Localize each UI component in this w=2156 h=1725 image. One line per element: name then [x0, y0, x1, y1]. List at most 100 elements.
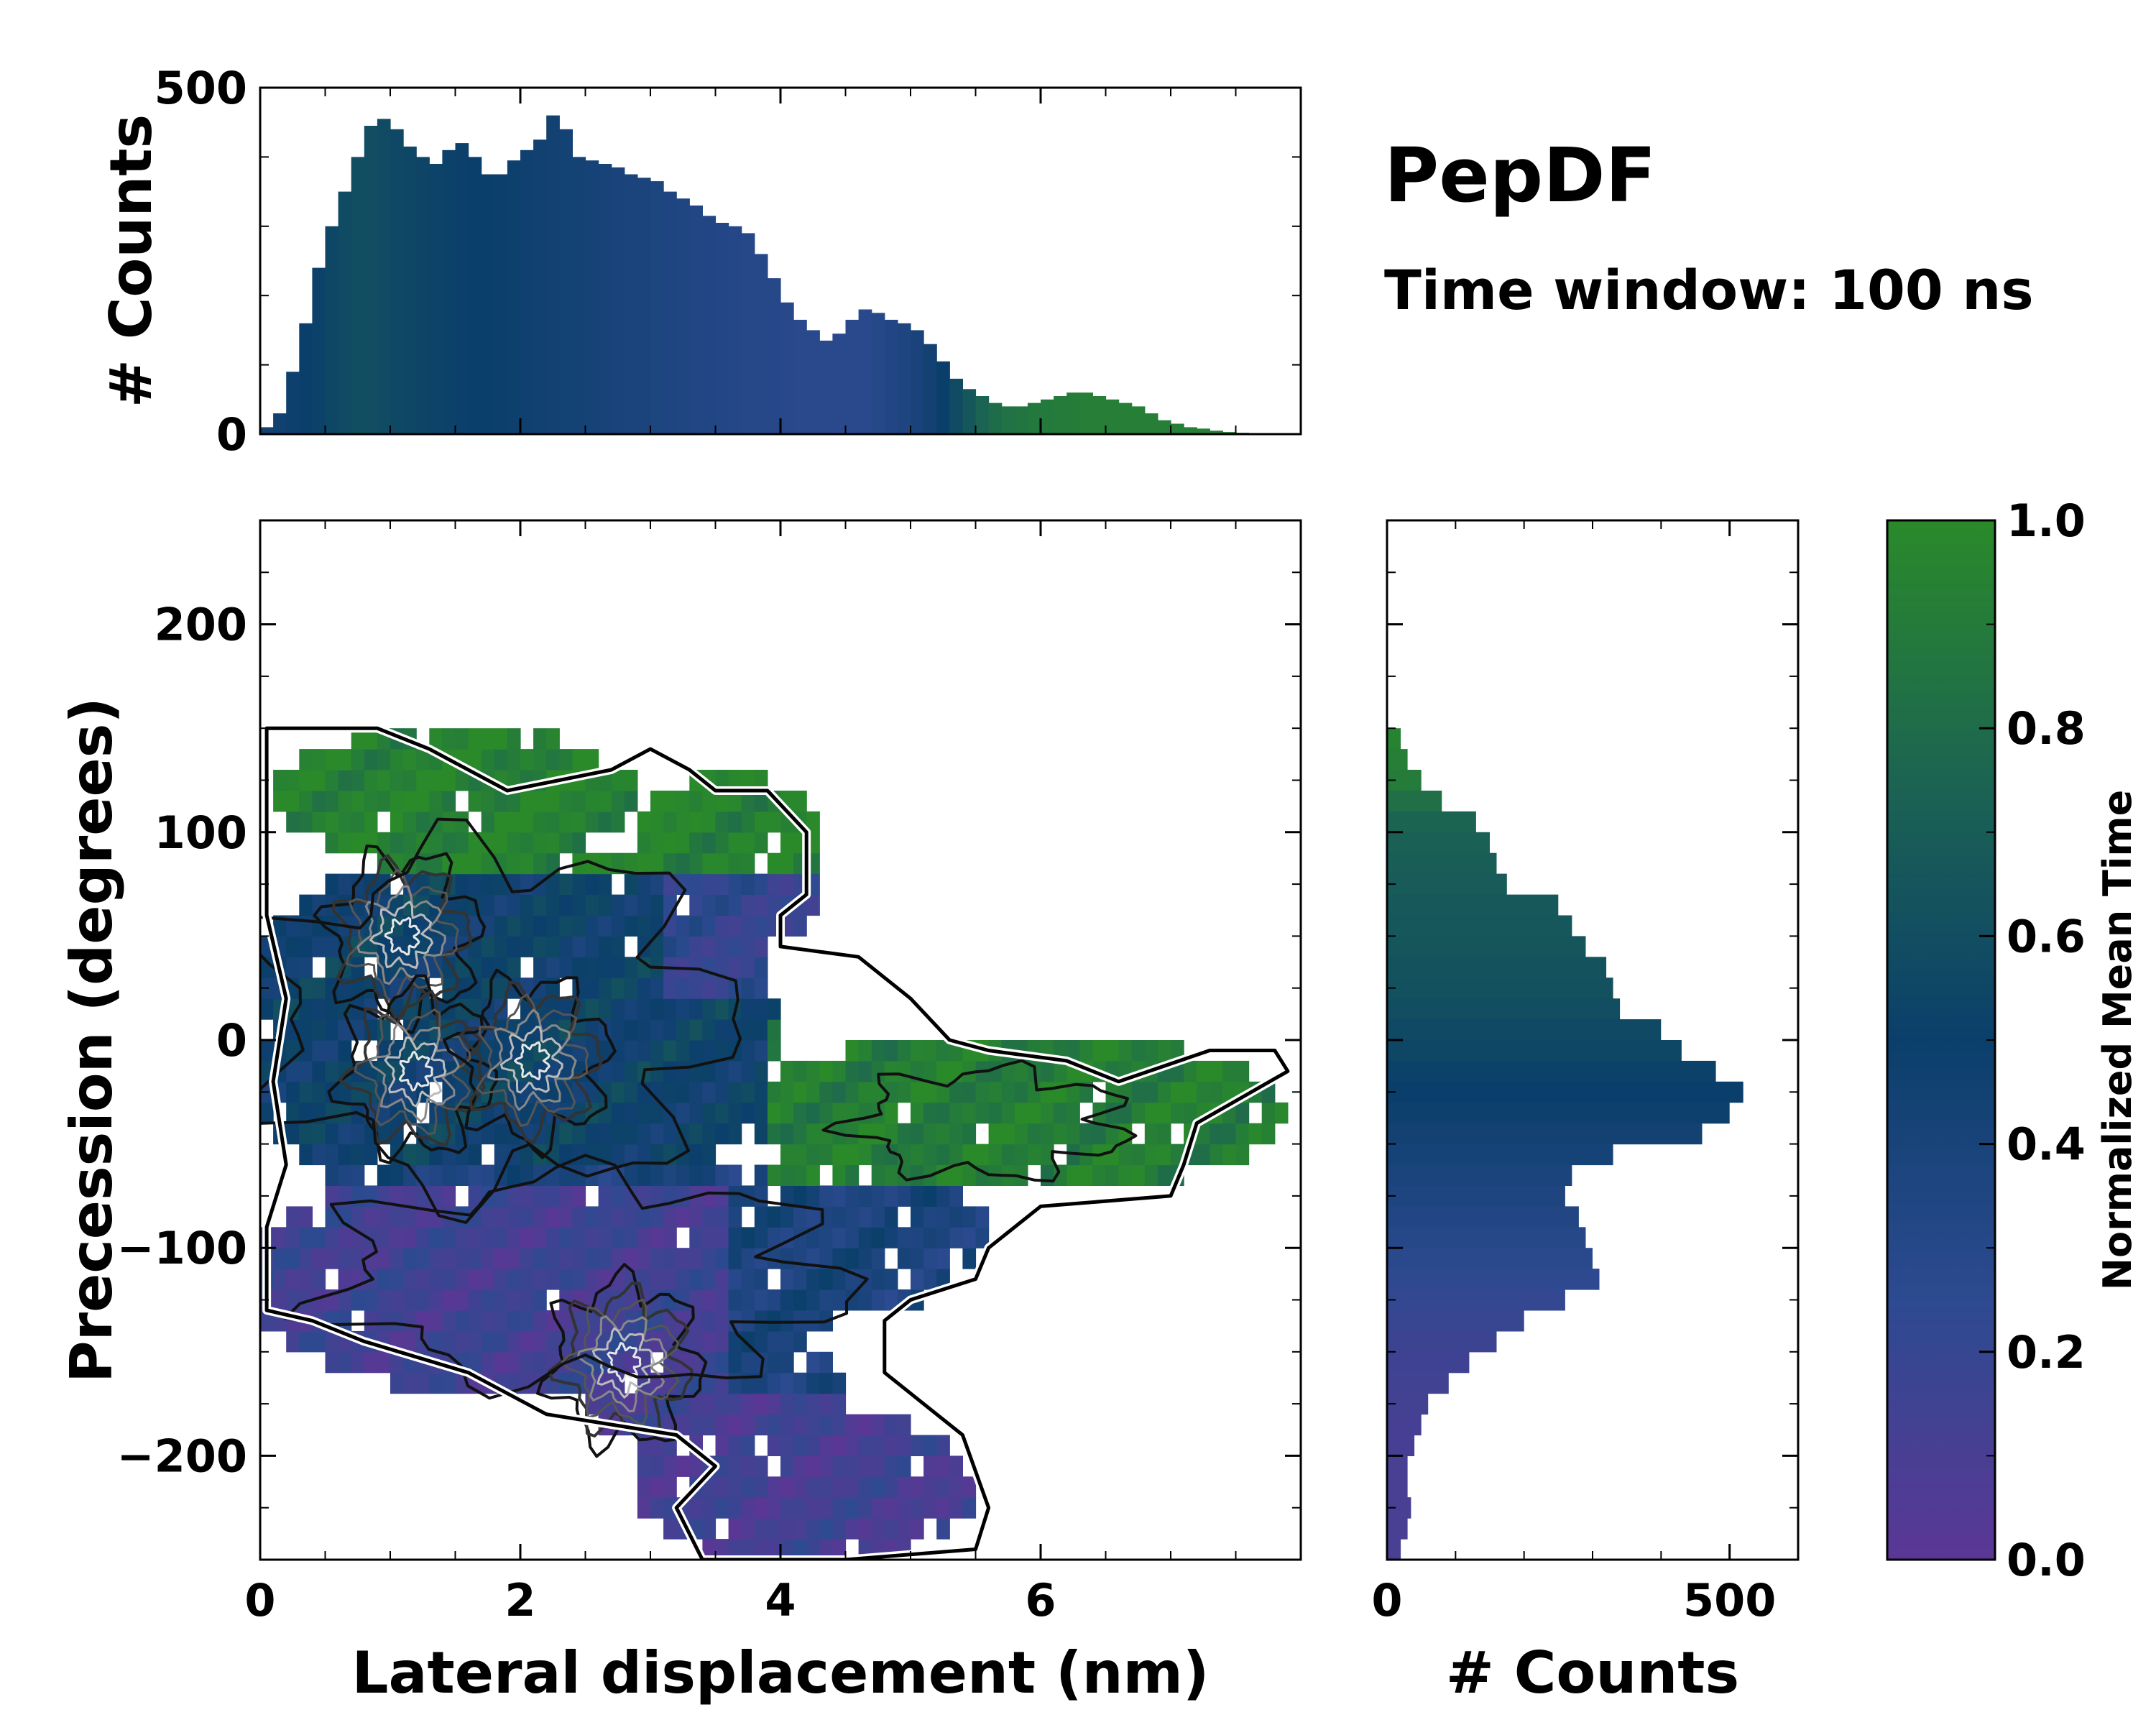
heatmap-cell: [897, 1476, 911, 1498]
heatmap-cell: [416, 1206, 430, 1228]
heatmap-cell: [728, 1081, 742, 1103]
heatmap-cell: [715, 1414, 729, 1436]
heatmap-cell: [871, 1435, 885, 1456]
heatmap-cell: [871, 1102, 885, 1124]
heatmap-cell: [507, 1289, 521, 1311]
top-histogram-bar: [585, 160, 599, 434]
heatmap-cell: [624, 1019, 638, 1041]
right-histogram: 0 500 # Counts: [1371, 519, 1800, 1706]
top-histogram-bar: [299, 323, 313, 434]
heatmap-cell: [572, 1372, 586, 1394]
heatmap-cell: [611, 852, 625, 875]
heatmap-cell: [546, 894, 560, 916]
heatmap-cell: [442, 1102, 456, 1124]
heatmap-cell: [494, 978, 508, 999]
heatmap-cell: [949, 1476, 963, 1498]
heatmap-cell: [650, 978, 664, 999]
heatmap-cell: [403, 1060, 417, 1082]
heatmap-cell: [897, 1518, 911, 1540]
heatmap-cell: [793, 1435, 807, 1456]
heatmap-cell: [1041, 1102, 1054, 1124]
heatmap-cell: [533, 728, 547, 750]
heatmap-cell: [1197, 1123, 1210, 1145]
heatmap-cell: [858, 1455, 872, 1477]
heatmap-cell: [546, 873, 560, 896]
heatmap-cell: [754, 770, 768, 791]
right-xtick-label: 500: [1683, 1574, 1776, 1627]
heatmap-cell: [780, 1206, 794, 1228]
top-histogram-bar: [741, 233, 755, 434]
heatmap-cell: [520, 1185, 534, 1207]
heatmap-cell: [754, 1040, 768, 1062]
heatmap-cell: [728, 1435, 742, 1456]
top-histogram-bar: [1118, 402, 1133, 434]
main-ytick-label: −100: [117, 1222, 247, 1274]
right-histogram-bar: [1387, 1185, 1565, 1207]
heatmap-cell: [1105, 1164, 1120, 1186]
heatmap-cell: [546, 1227, 560, 1248]
top-histogram-bar: [468, 157, 482, 434]
heatmap-cell: [780, 1060, 794, 1082]
heatmap-cell: [936, 1455, 950, 1477]
heatmap-cell: [325, 1330, 339, 1353]
heatmap-cell: [728, 894, 742, 916]
heatmap-cell: [546, 1372, 560, 1394]
heatmap-cell: [936, 1227, 950, 1248]
heatmap-cell: [416, 1144, 430, 1166]
heatmap-cell: [728, 852, 742, 875]
heatmap-cell: [403, 894, 417, 916]
heatmap-cell: [559, 1269, 573, 1290]
heatmap-cell: [793, 1081, 807, 1103]
heatmap-cell: [481, 1248, 495, 1269]
heatmap-cell: [1054, 1123, 1067, 1145]
heatmap-cell: [351, 832, 365, 854]
heatmap-cell: [585, 749, 599, 770]
colorbar-ticks: 0.0 0.2 0.4 0.6 0.8 1.0: [1979, 494, 2086, 1586]
heatmap-cell: [273, 1269, 287, 1290]
heatmap-cell: [390, 791, 404, 812]
heatmap-cell: [754, 1185, 768, 1207]
heatmap-cell: [793, 1102, 807, 1124]
heatmap-cell: [338, 1289, 352, 1311]
heatmap-cell: [377, 1310, 391, 1332]
heatmap-cell: [845, 1164, 860, 1186]
heatmap-cell: [1041, 1144, 1054, 1166]
heatmap-cell: [780, 1102, 794, 1124]
heatmap-cell: [494, 852, 508, 875]
heatmap-cell: [650, 1040, 664, 1062]
heatmap-cell: [793, 1248, 807, 1269]
heatmap-cell: [858, 1227, 872, 1248]
heatmap-cell: [1131, 1164, 1146, 1186]
heatmap-cell: [364, 1289, 378, 1311]
heatmap-cell: [429, 957, 443, 978]
heatmap-cell: [312, 936, 326, 957]
heatmap-cell: [494, 936, 508, 957]
heatmap-cell: [871, 1289, 885, 1311]
top-histogram-bar: [1131, 406, 1146, 434]
heatmap-cell: [637, 1144, 651, 1166]
heatmap-cell: [572, 1206, 586, 1228]
heatmap-cell: [858, 1040, 872, 1062]
main-heatmap-xlabel: Lateral displacement (nm): [352, 1639, 1210, 1706]
top-histogram-bar: [442, 150, 456, 435]
heatmap-cell: [728, 791, 742, 812]
heatmap-cell: [806, 1476, 820, 1498]
top-histogram-bar: [1079, 392, 1093, 434]
heatmap-cell: [351, 749, 365, 770]
heatmap-cell: [806, 1227, 820, 1248]
heatmap-cell: [611, 1206, 625, 1228]
heatmap-cell: [715, 957, 729, 978]
top-histogram-bar: [624, 174, 638, 434]
heatmap-cell: [416, 1289, 430, 1311]
heatmap-cell: [911, 1123, 924, 1145]
heatmap-cell: [598, 1081, 612, 1103]
heatmap-cell: [299, 749, 313, 770]
heatmap-cell: [923, 1227, 937, 1248]
heatmap-cell: [871, 1227, 885, 1248]
heatmap-cell: [806, 1435, 820, 1456]
heatmap-cell: [741, 1289, 755, 1311]
heatmap-cell: [572, 1248, 586, 1269]
heatmap-cell: [1184, 1081, 1197, 1103]
heatmap-cell: [806, 1164, 820, 1186]
heatmap-cell: [442, 728, 456, 750]
